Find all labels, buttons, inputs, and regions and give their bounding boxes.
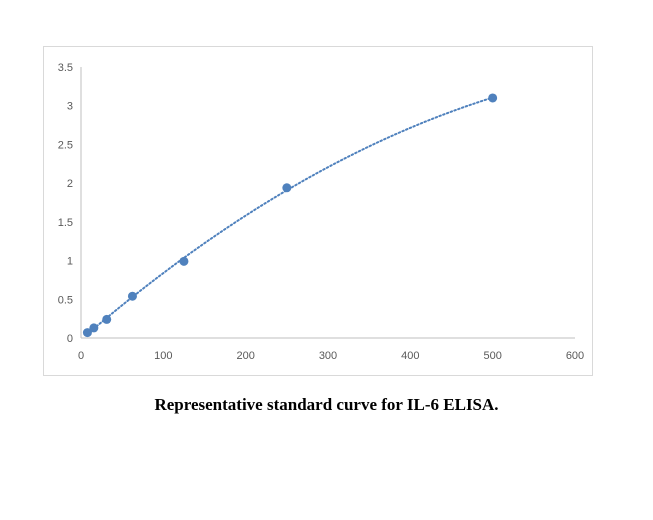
data-point — [127, 291, 137, 301]
y-tick-label: 3 — [67, 101, 73, 113]
x-tick-label: 600 — [566, 350, 584, 362]
trendline-series — [86, 96, 494, 336]
x-tick-label: 100 — [154, 350, 172, 362]
y-tick-label: 0.5 — [58, 294, 73, 306]
y-tick-label: 1 — [67, 256, 73, 268]
data-point — [179, 256, 189, 266]
chart-plot: 0 0.5 1 1.5 2 2.5 3 3.5 0 100 200 300 400 500 600 — [58, 62, 584, 362]
data-point — [89, 323, 99, 333]
x-tick-label: 200 — [236, 350, 254, 362]
y-tick-label: 1.5 — [58, 217, 73, 229]
data-point — [82, 328, 92, 338]
data-point — [282, 183, 292, 193]
x-tick-label: 300 — [319, 350, 337, 362]
y-tick-label: 2 — [67, 178, 73, 190]
data-point — [102, 314, 112, 324]
x-tick-label: 0 — [78, 350, 84, 362]
data-point — [488, 93, 498, 103]
y-tick-label: 3.5 — [58, 62, 73, 74]
y-tick-label: 2.5 — [58, 139, 73, 151]
x-tick-label: 500 — [483, 350, 501, 362]
chart-frame: 0 0.5 1 1.5 2 2.5 3 3.5 0 100 200 300 400 500 600 — [43, 46, 593, 376]
x-tick-label: 400 — [401, 350, 419, 362]
chart-caption: Representative standard curve for IL-6 E… — [154, 395, 499, 414]
y-tick-label: 0 — [67, 333, 73, 345]
